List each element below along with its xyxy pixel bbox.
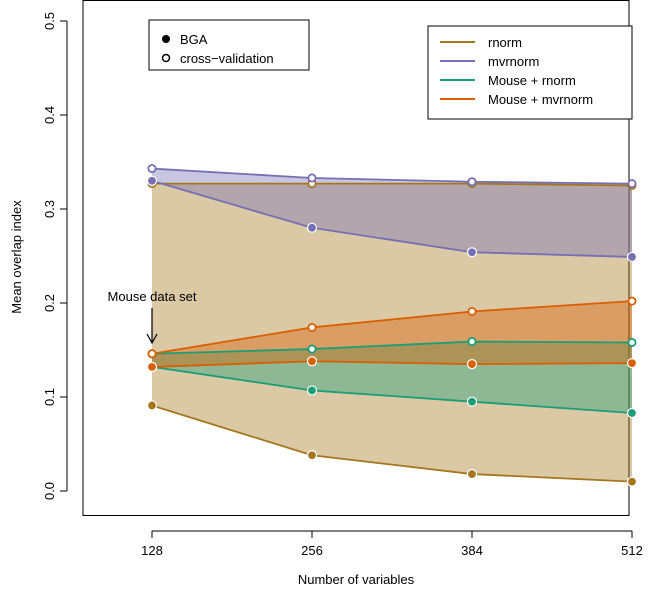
line-mvrnorm-bga xyxy=(151,179,633,258)
point-mouse-rnorm-bga-256 xyxy=(306,385,318,396)
marker-legend: BGA cross−validation xyxy=(148,19,310,71)
legend-label-mouse-rnorm: Mouse + rnorm xyxy=(488,73,576,88)
marker-legend-open-symbol xyxy=(161,53,171,63)
annotation-arrow-head xyxy=(146,333,158,345)
point-mvrnorm-bga-512 xyxy=(626,251,638,263)
point-mouse-mvrnorm-bga-256 xyxy=(306,356,318,367)
line-mvrnorm-cv xyxy=(151,167,633,185)
marker-legend-cv-label: cross−validation xyxy=(180,51,274,66)
x-tick-label-256: 256 xyxy=(301,543,323,558)
point-mvrnorm-cv-512 xyxy=(627,179,637,189)
y-tick-label-0.5: 0.5 xyxy=(42,12,57,30)
y-tick-label-0.1: 0.1 xyxy=(42,388,57,406)
point-mouse-rnorm-cv-512 xyxy=(627,337,637,347)
marker-legend-box xyxy=(148,19,310,71)
point-mvrnorm-cv-128 xyxy=(147,164,157,174)
legend-label-mvrnorm: mvrnorm xyxy=(488,54,539,69)
legend-label-rnorm: rnorm xyxy=(488,35,522,50)
line-rnorm-bga xyxy=(151,404,633,483)
y-tick-label-0.2: 0.2 xyxy=(42,294,57,312)
y-tick-label-0.3: 0.3 xyxy=(42,200,57,218)
mouse-data-set-annotation: Mouse data set xyxy=(108,289,197,345)
point-mouse-mvrnorm-bga-128 xyxy=(146,361,158,373)
point-mouse-mvrnorm-bga-384 xyxy=(466,359,478,370)
bands-layer xyxy=(152,168,632,482)
point-mvrnorm-cv-256 xyxy=(307,173,317,183)
marker-legend-bga-label: BGA xyxy=(180,32,208,47)
line-rnorm-cv xyxy=(152,182,633,187)
y-axis: 0.0 0.1 0.2 0.3 0.4 0.5 xyxy=(42,12,68,500)
point-mvrnorm-bga-384 xyxy=(466,247,478,258)
point-mouse-rnorm-cv-384 xyxy=(467,337,477,347)
point-mouse-mvrnorm-cv-512 xyxy=(627,296,637,306)
point-mouse-mvrnorm-bga-512 xyxy=(626,358,638,369)
line-mouse-mvrnorm-cv xyxy=(151,300,633,355)
point-mvrnorm-bga-128 xyxy=(146,175,158,186)
point-mouse-mvrnorm-cv-384 xyxy=(467,306,477,316)
lines-layer xyxy=(151,167,633,483)
band-mvrnorm xyxy=(152,168,632,257)
legend-label-mouse-mvrnorm: Mouse + mvrnorm xyxy=(488,92,593,107)
line-mouse-rnorm-bga xyxy=(151,366,633,414)
band-rnorm xyxy=(152,183,632,482)
y-tick-label-0.0: 0.0 xyxy=(42,482,57,500)
point-rnorm-bga-256 xyxy=(306,450,318,461)
x-axis: 128 256 384 512 xyxy=(141,530,643,558)
y-axis-label: Mean overlap index xyxy=(9,200,24,314)
points-layer xyxy=(146,164,638,487)
marker-legend-filled-symbol xyxy=(162,35,170,43)
point-rnorm-bga-384 xyxy=(466,468,478,480)
y-tick-label-0.4: 0.4 xyxy=(42,106,57,124)
point-mvrnorm-bga-256 xyxy=(306,222,318,233)
line-mouse-mvrnorm-bga xyxy=(151,360,633,368)
line-mouse-rnorm-cv xyxy=(151,340,633,355)
x-tick-label-512: 512 xyxy=(621,543,643,558)
x-tick-label-128: 128 xyxy=(141,543,163,558)
band-mouse-rnorm xyxy=(152,341,632,413)
point-rnorm-bga-128 xyxy=(146,400,158,411)
point-mouse-mvrnorm-cv-128 xyxy=(147,349,157,359)
point-rnorm-bga-512 xyxy=(626,476,638,487)
point-mouse-rnorm-cv-256 xyxy=(307,344,317,354)
point-mouse-rnorm-bga-512 xyxy=(626,407,638,419)
x-tick-label-384: 384 xyxy=(461,543,483,558)
x-axis-label: Number of variables xyxy=(298,572,415,587)
series-legend: rnorm mvrnorm Mouse + rnorm Mouse + mvrn… xyxy=(427,25,633,120)
point-mouse-rnorm-bga-384 xyxy=(466,396,478,407)
annotation-label: Mouse data set xyxy=(108,289,197,304)
point-mvrnorm-cv-384 xyxy=(467,177,477,187)
point-mouse-mvrnorm-cv-256 xyxy=(307,322,317,332)
